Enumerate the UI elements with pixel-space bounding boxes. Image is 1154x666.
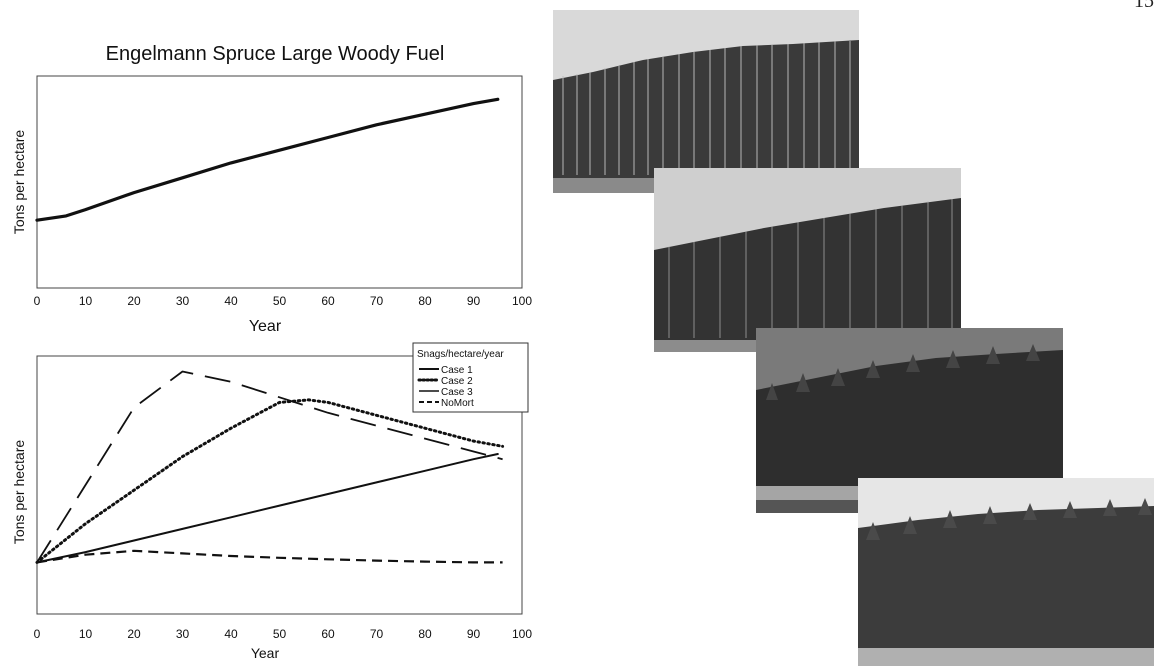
legend-label-case-1: Case 1 xyxy=(441,365,473,376)
x-tick-label: 40 xyxy=(224,294,238,308)
series-line-nomort xyxy=(36,549,503,564)
photo-dead-trees xyxy=(562,41,851,175)
chart-fuel-top: Engelmann Spruce Large Woody Fuel 0 10 20 3… xyxy=(11,43,532,335)
x-tick-label: 80 xyxy=(418,294,432,308)
series-line-fuel-0 xyxy=(35,97,500,222)
series-line-case-3 xyxy=(36,370,503,563)
page-number: 15 xyxy=(1134,0,1154,12)
x-tick-label: 50 xyxy=(273,627,287,641)
x-tick-label: 10 xyxy=(79,627,93,641)
x-tick-label: 70 xyxy=(370,294,384,308)
x-tick-label: 40 xyxy=(224,627,238,641)
x-tick-label: 70 xyxy=(370,627,384,641)
forest-photo-4 xyxy=(858,478,1154,666)
x-tick-label: 100 xyxy=(512,294,532,308)
x-tick-label: 60 xyxy=(321,294,335,308)
y-axis-label: Tons per hectare xyxy=(11,440,27,544)
x-tick-label: 30 xyxy=(176,294,190,308)
photo-treetops xyxy=(766,344,1040,400)
x-tick-label: 100 xyxy=(512,627,532,641)
legend-label-nomort: NoMort xyxy=(441,398,474,409)
x-tick-labels: 0 10 20 30 40 50 60 70 80 90 100 xyxy=(34,627,533,641)
x-tick-label: 50 xyxy=(273,294,287,308)
x-tick-labels: 0 10 20 30 40 50 60 70 80 90 100 xyxy=(34,294,533,308)
x-tick-label: 20 xyxy=(127,627,141,641)
legend-label-case-2: Case 2 xyxy=(441,376,473,387)
legend-title: Snags/hectare/year xyxy=(417,349,504,360)
photo-dead-trees xyxy=(668,199,953,338)
y-axis-label: Tons per hectare xyxy=(11,130,27,234)
photo-treetops xyxy=(866,498,1152,540)
photo-shore xyxy=(858,648,1154,666)
photo-hillside xyxy=(858,506,1154,650)
x-tick-label: 80 xyxy=(418,627,432,641)
forest-photo-2 xyxy=(654,168,961,352)
plot-frame xyxy=(36,355,523,615)
x-axis-label: Year xyxy=(251,645,280,661)
photo-hillside xyxy=(654,198,961,342)
x-tick-label: 0 xyxy=(34,294,41,308)
chart-snags-bottom: 0 10 20 30 40 50 60 70 80 90 100 Year Tons per hec… xyxy=(11,342,533,661)
x-tick-label: 90 xyxy=(467,294,481,308)
x-tick-label: 20 xyxy=(127,294,141,308)
x-tick-label: 30 xyxy=(176,627,190,641)
chart-title: Engelmann Spruce Large Woody Fuel xyxy=(106,43,445,65)
photo-hillside xyxy=(553,40,859,180)
series-lines xyxy=(35,370,505,564)
x-tick-label: 10 xyxy=(79,294,93,308)
series-line-case-2 xyxy=(35,398,505,564)
plot-frame xyxy=(36,75,523,289)
forest-photo-1 xyxy=(553,10,859,193)
legend-label-case-3: Case 3 xyxy=(441,387,473,398)
series-lines xyxy=(35,97,500,222)
x-tick-label: 90 xyxy=(467,627,481,641)
legend-box xyxy=(412,342,529,413)
x-tick-label: 60 xyxy=(321,627,335,641)
legend: Snags/hectare/year Case 1 Case 2 Case 3 … xyxy=(412,342,529,413)
x-axis-label: Year xyxy=(249,318,282,335)
series-line-case-1 xyxy=(36,453,499,564)
x-tick-label: 0 xyxy=(34,627,41,641)
